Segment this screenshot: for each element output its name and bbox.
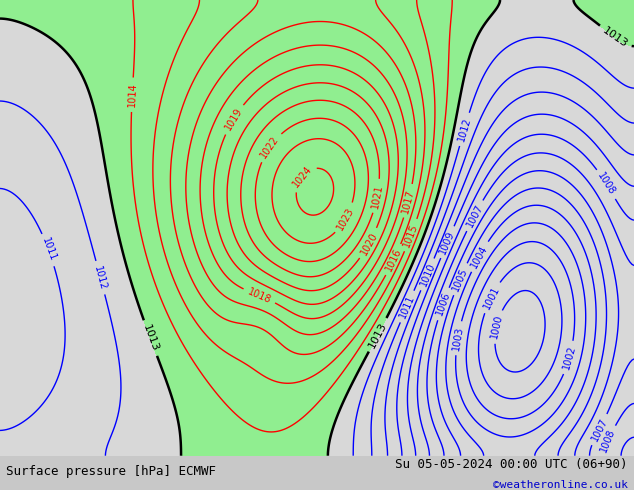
Text: 1011: 1011 [39, 237, 58, 263]
Text: ©weatheronline.co.uk: ©weatheronline.co.uk [493, 480, 628, 490]
Text: 1017: 1017 [401, 188, 417, 214]
Text: 1003: 1003 [451, 325, 465, 351]
Text: 1007: 1007 [590, 416, 609, 443]
Text: 1015: 1015 [402, 222, 420, 248]
Text: 1004: 1004 [469, 244, 489, 270]
Text: 1016: 1016 [384, 246, 403, 273]
Text: 1018: 1018 [246, 286, 273, 305]
Text: 1022: 1022 [259, 134, 281, 160]
Text: 1001: 1001 [481, 284, 501, 311]
Text: 1008: 1008 [598, 428, 617, 454]
Text: 1009: 1009 [438, 229, 456, 255]
Text: 1006: 1006 [434, 291, 452, 317]
Text: 1002: 1002 [561, 344, 578, 371]
Text: 1011: 1011 [398, 294, 417, 320]
Text: 1008: 1008 [596, 171, 617, 197]
Text: 1000: 1000 [489, 314, 504, 340]
Text: 1012: 1012 [456, 116, 472, 143]
Text: 1013: 1013 [600, 25, 630, 49]
Text: 1023: 1023 [335, 205, 356, 232]
Text: 1005: 1005 [451, 266, 470, 293]
Text: Su 05-05-2024 00:00 UTC (06+90): Su 05-05-2024 00:00 UTC (06+90) [395, 458, 628, 471]
Text: 1019: 1019 [223, 106, 244, 132]
Text: 1021: 1021 [370, 183, 384, 209]
Text: 1013: 1013 [141, 323, 160, 353]
Text: Surface pressure [hPa] ECMWF: Surface pressure [hPa] ECMWF [6, 465, 216, 478]
Text: 1014: 1014 [127, 82, 138, 107]
Text: 1013: 1013 [366, 320, 389, 349]
Text: 1012: 1012 [93, 265, 108, 291]
Text: 1007: 1007 [464, 202, 484, 229]
Text: 1010: 1010 [418, 261, 437, 288]
Text: 1020: 1020 [359, 230, 379, 257]
Text: 1024: 1024 [290, 164, 314, 189]
